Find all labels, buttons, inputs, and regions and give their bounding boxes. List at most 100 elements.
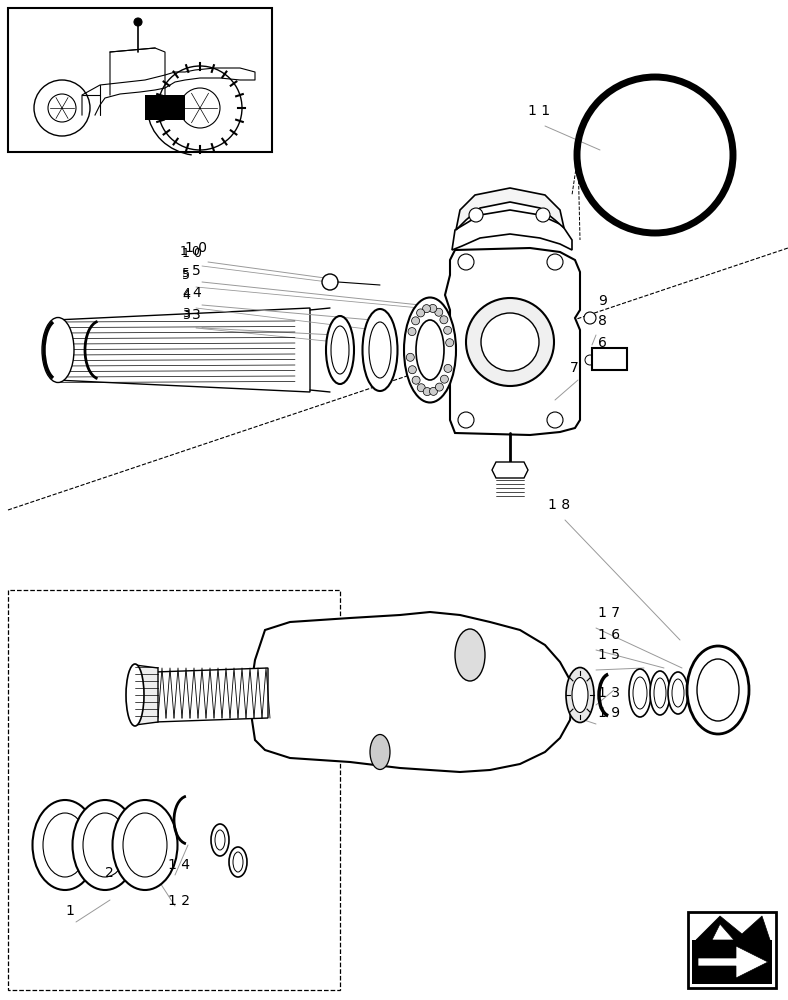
- Ellipse shape: [362, 309, 397, 391]
- Ellipse shape: [123, 813, 167, 877]
- Ellipse shape: [572, 678, 588, 712]
- Text: 5: 5: [182, 267, 190, 280]
- Text: 5: 5: [192, 264, 201, 278]
- Polygon shape: [8, 8, 272, 152]
- Ellipse shape: [650, 671, 670, 715]
- Polygon shape: [155, 668, 268, 722]
- Text: 1 0: 1 0: [182, 247, 202, 260]
- Text: 5: 5: [182, 269, 190, 282]
- Bar: [692, 940, 772, 984]
- Ellipse shape: [697, 659, 739, 721]
- Text: 1 2: 1 2: [168, 894, 190, 908]
- Polygon shape: [145, 95, 185, 120]
- Ellipse shape: [32, 800, 98, 890]
- Circle shape: [435, 308, 443, 316]
- Circle shape: [422, 305, 430, 313]
- Text: 1 7: 1 7: [598, 606, 620, 620]
- Circle shape: [444, 364, 452, 372]
- Circle shape: [547, 254, 563, 270]
- Circle shape: [584, 312, 596, 324]
- Text: 1 8: 1 8: [548, 498, 571, 512]
- Bar: [688, 912, 776, 988]
- Ellipse shape: [215, 830, 225, 850]
- Text: 2: 2: [105, 866, 113, 880]
- Ellipse shape: [455, 629, 485, 681]
- Text: 8: 8: [598, 314, 607, 328]
- Text: 9: 9: [598, 294, 607, 308]
- Polygon shape: [492, 462, 528, 478]
- Ellipse shape: [672, 679, 684, 707]
- Ellipse shape: [404, 298, 456, 402]
- Circle shape: [436, 383, 444, 391]
- Text: 1 3: 1 3: [598, 686, 620, 700]
- Text: 4: 4: [192, 286, 201, 300]
- Circle shape: [440, 375, 448, 383]
- Polygon shape: [456, 188, 564, 230]
- Circle shape: [408, 328, 416, 336]
- Circle shape: [458, 254, 474, 270]
- Ellipse shape: [466, 298, 554, 386]
- Polygon shape: [698, 946, 768, 978]
- Circle shape: [408, 366, 416, 374]
- Ellipse shape: [331, 326, 349, 374]
- Bar: [592, 348, 627, 370]
- Circle shape: [429, 387, 437, 395]
- Text: 4: 4: [182, 289, 190, 302]
- Ellipse shape: [370, 734, 390, 770]
- Ellipse shape: [566, 668, 594, 722]
- Text: 4: 4: [182, 287, 190, 300]
- Ellipse shape: [126, 664, 144, 726]
- Circle shape: [469, 208, 483, 222]
- Circle shape: [134, 18, 142, 26]
- Ellipse shape: [326, 316, 354, 384]
- Circle shape: [446, 339, 454, 347]
- Text: 6: 6: [598, 336, 607, 350]
- Text: 1 1: 1 1: [528, 104, 550, 118]
- Polygon shape: [55, 308, 310, 392]
- Circle shape: [536, 208, 550, 222]
- Text: 3: 3: [182, 309, 190, 322]
- Ellipse shape: [369, 322, 391, 378]
- Circle shape: [417, 384, 426, 392]
- Ellipse shape: [416, 320, 444, 380]
- Ellipse shape: [687, 646, 749, 734]
- Circle shape: [322, 274, 338, 290]
- Ellipse shape: [229, 847, 247, 877]
- Polygon shape: [252, 612, 572, 772]
- Polygon shape: [135, 665, 158, 725]
- Circle shape: [547, 412, 563, 428]
- Ellipse shape: [481, 313, 539, 371]
- Text: 1 6: 1 6: [598, 628, 620, 642]
- Ellipse shape: [668, 672, 688, 714]
- Circle shape: [417, 309, 425, 317]
- Text: 1 9: 1 9: [598, 706, 620, 720]
- Circle shape: [423, 388, 431, 396]
- Ellipse shape: [633, 677, 647, 709]
- Circle shape: [411, 317, 420, 325]
- Text: 1 0: 1 0: [180, 245, 200, 258]
- Polygon shape: [712, 924, 734, 940]
- Polygon shape: [452, 210, 572, 250]
- Ellipse shape: [113, 800, 177, 890]
- Ellipse shape: [43, 813, 87, 877]
- Circle shape: [444, 326, 452, 334]
- Circle shape: [458, 412, 474, 428]
- Text: 1 5: 1 5: [598, 648, 620, 662]
- Text: 3: 3: [182, 307, 190, 320]
- Circle shape: [407, 353, 414, 361]
- Circle shape: [440, 316, 448, 324]
- Ellipse shape: [629, 669, 651, 717]
- Ellipse shape: [83, 813, 127, 877]
- Text: 1 4: 1 4: [168, 858, 190, 872]
- Polygon shape: [445, 248, 580, 435]
- Text: 7: 7: [570, 361, 578, 375]
- Circle shape: [585, 355, 595, 365]
- Text: 3: 3: [192, 308, 201, 322]
- Ellipse shape: [211, 824, 229, 856]
- Text: 1 0: 1 0: [185, 241, 207, 255]
- Circle shape: [412, 376, 420, 384]
- Ellipse shape: [72, 800, 137, 890]
- Ellipse shape: [42, 318, 74, 382]
- Ellipse shape: [654, 678, 666, 708]
- Circle shape: [429, 304, 437, 312]
